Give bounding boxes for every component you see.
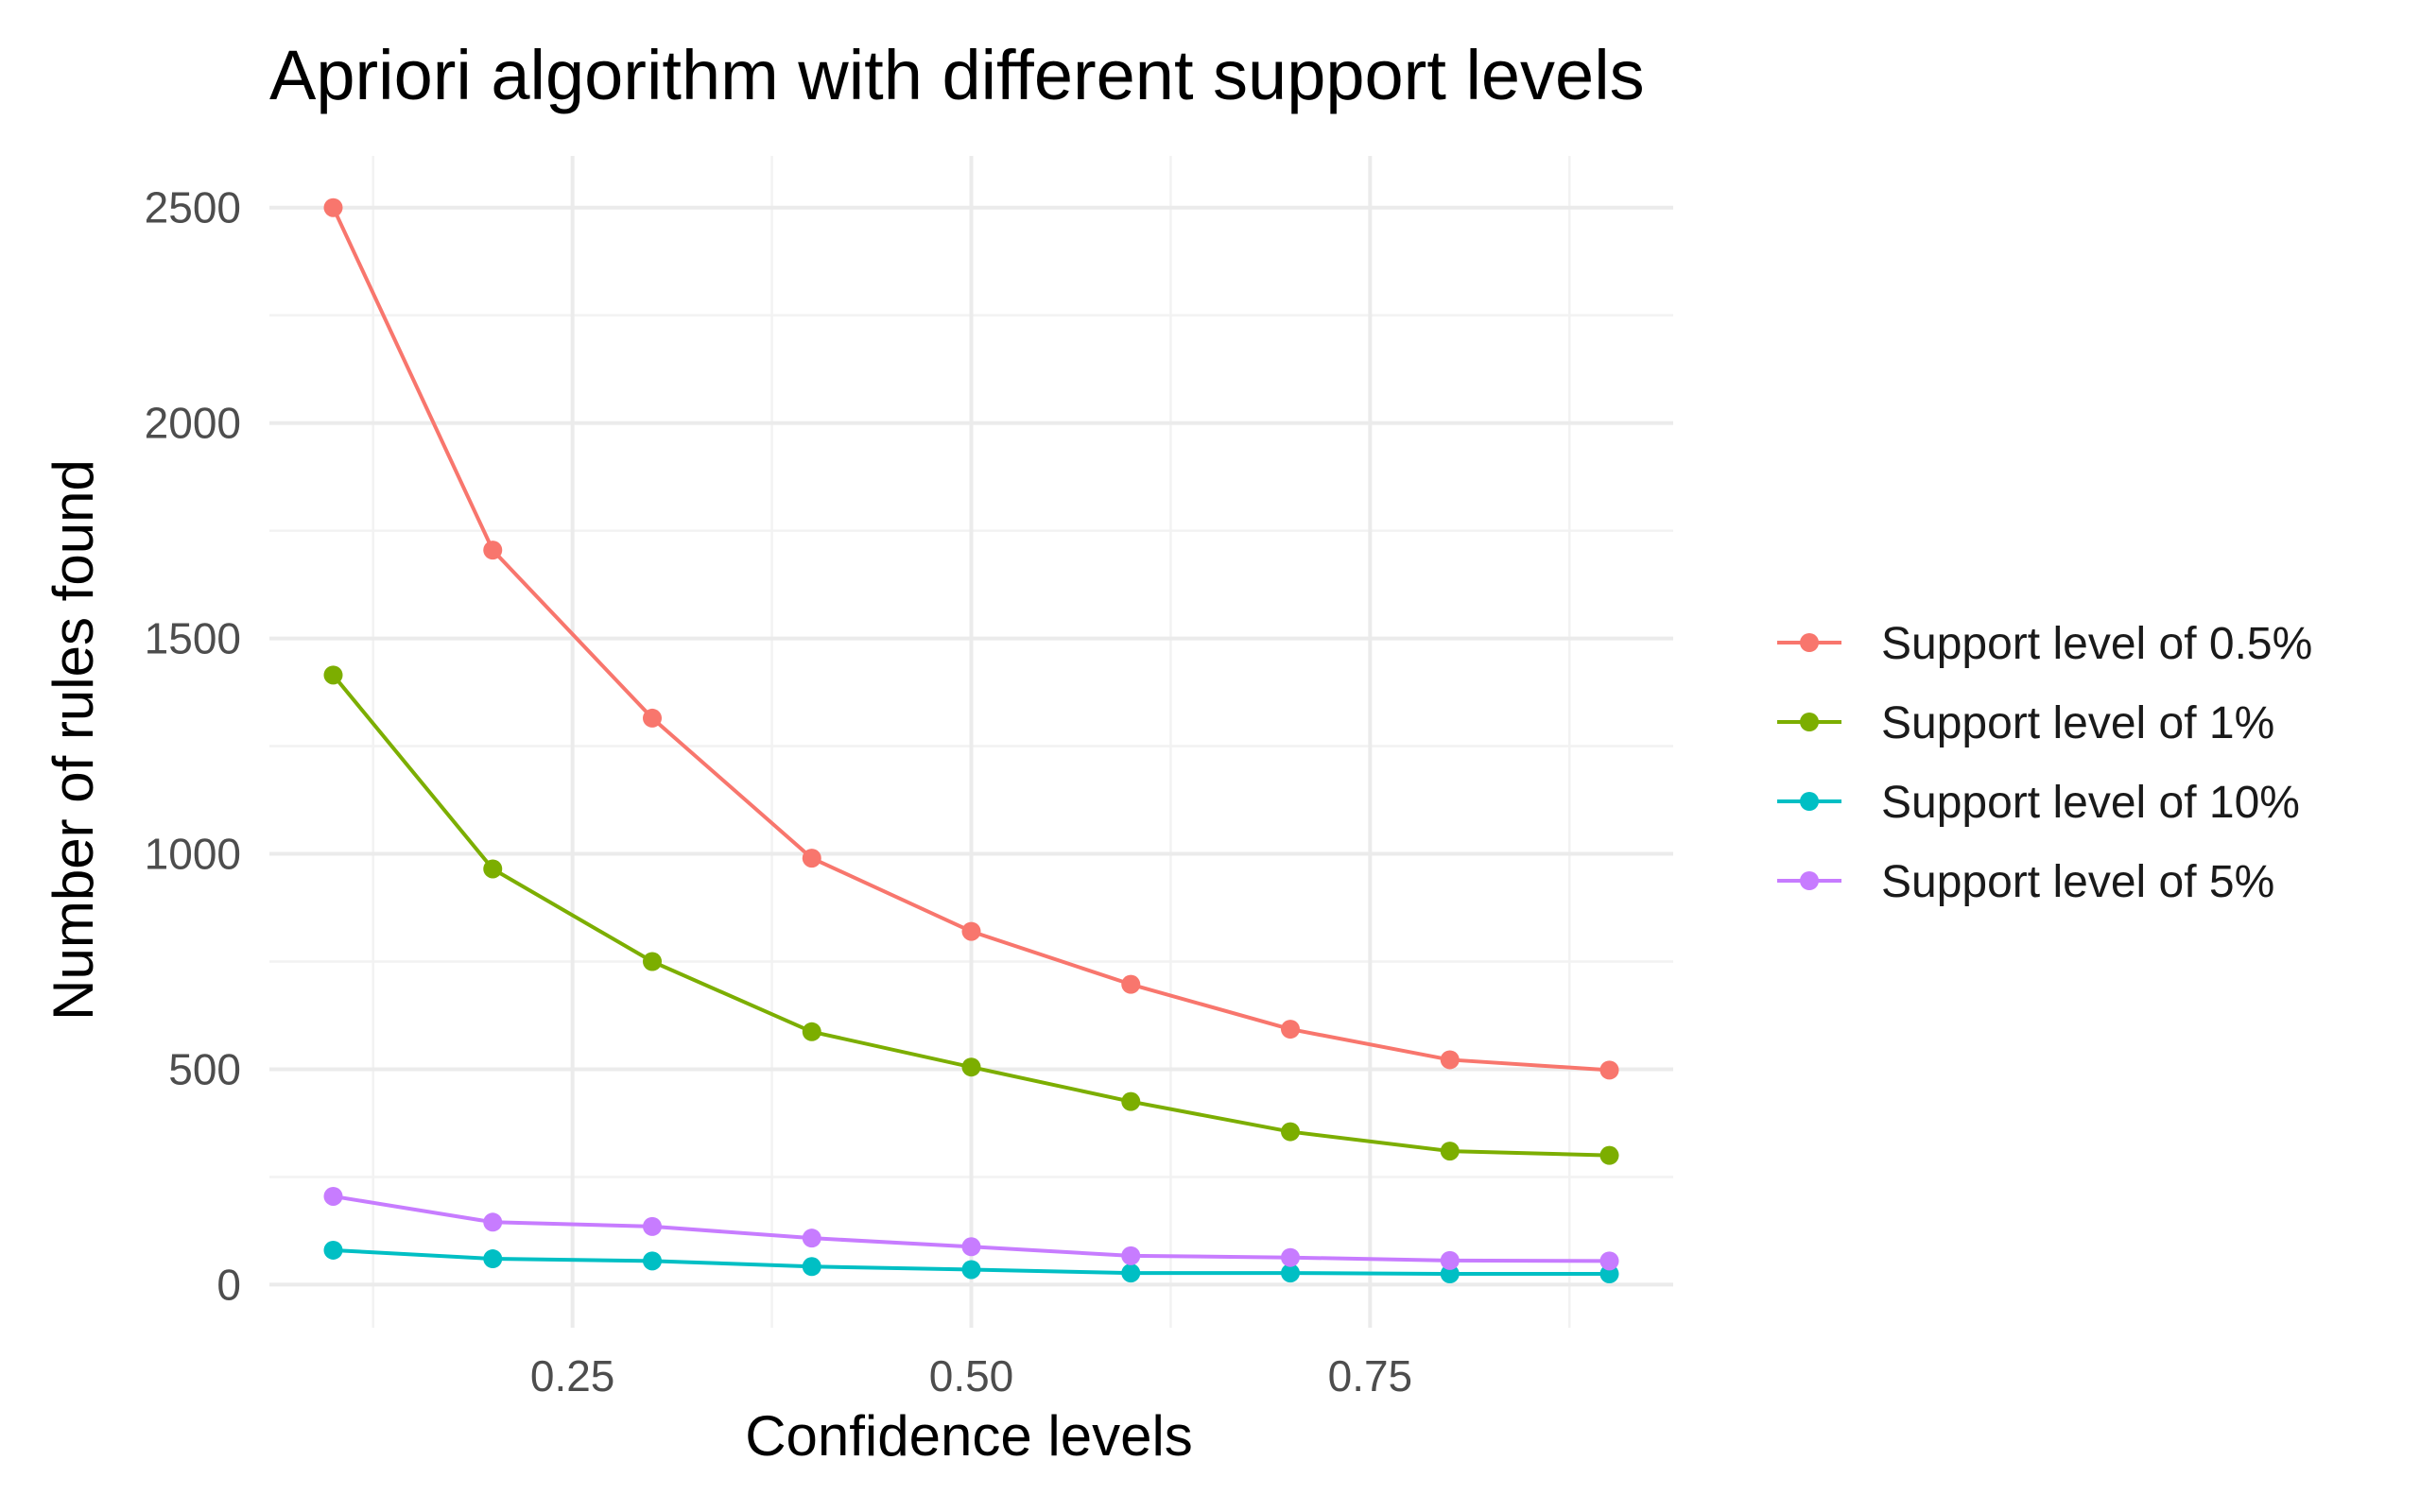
- data-point: [802, 1228, 821, 1248]
- data-point: [1121, 1091, 1141, 1111]
- legend-label: Support level of 1%: [1881, 698, 2274, 748]
- data-point: [643, 708, 662, 728]
- legend-item: Support level of 5%: [1777, 857, 2274, 907]
- data-point: [1281, 1247, 1300, 1267]
- series-lines: [323, 198, 1619, 1284]
- data-point: [483, 859, 503, 879]
- chart-title: Apriori algorithm with different support…: [269, 36, 1645, 114]
- data-point: [961, 1237, 981, 1257]
- legend-point-swatch: [1800, 871, 1819, 890]
- data-point: [323, 1240, 343, 1260]
- legend-point-swatch: [1800, 792, 1819, 811]
- data-point: [643, 1251, 662, 1271]
- y-tick-label: 1500: [145, 614, 241, 663]
- series-1: [323, 198, 1619, 1080]
- data-point: [1440, 1264, 1460, 1284]
- data-point: [1599, 1251, 1619, 1271]
- legend-item: Support level of 1%: [1777, 698, 2274, 748]
- data-point: [1121, 974, 1141, 994]
- x-tick-label: 0.75: [1328, 1351, 1413, 1400]
- legend-point-swatch: [1800, 713, 1819, 731]
- data-point: [1599, 1145, 1619, 1165]
- data-point: [1440, 1050, 1460, 1070]
- data-point: [483, 1212, 503, 1232]
- legend-label: Support level of 10%: [1881, 778, 2300, 828]
- x-tick-label: 0.50: [929, 1351, 1014, 1400]
- y-tick-label: 2000: [145, 399, 241, 448]
- grid: [269, 156, 1673, 1328]
- series-2: [323, 665, 1619, 1165]
- legend-point-swatch: [1800, 633, 1819, 652]
- data-point: [802, 849, 821, 868]
- x-axis-ticks: 0.25 0.50 0.75: [530, 1351, 1412, 1400]
- data-point: [961, 921, 981, 941]
- data-point: [961, 1057, 981, 1077]
- data-point: [643, 1216, 662, 1236]
- data-point: [643, 952, 662, 971]
- y-tick-label: 0: [216, 1260, 241, 1309]
- y-axis-ticks: 0 500 1000 1500 2000 2500: [145, 183, 241, 1310]
- data-point: [323, 1186, 343, 1206]
- x-axis-title: Confidence levels: [745, 1404, 1193, 1468]
- x-tick-label: 0.25: [530, 1351, 615, 1400]
- legend-item: Support level of 10%: [1777, 778, 2300, 828]
- y-tick-label: 2500: [145, 183, 241, 232]
- data-point: [1281, 1020, 1300, 1040]
- legend-item: Support level of 0.5%: [1777, 619, 2312, 669]
- data-point: [802, 1022, 821, 1041]
- data-point: [1121, 1246, 1141, 1265]
- data-point: [323, 665, 343, 685]
- data-point: [1281, 1122, 1300, 1142]
- y-axis-title: Number of rules found: [42, 459, 105, 1021]
- legend: Support level of 0.5% Support level of 1%…: [1777, 619, 2312, 907]
- data-point: [1440, 1142, 1460, 1161]
- legend-label: Support level of 5%: [1881, 857, 2274, 907]
- data-point: [483, 1249, 503, 1269]
- data-point: [802, 1257, 821, 1277]
- data-point: [483, 541, 503, 560]
- data-point: [1599, 1264, 1619, 1284]
- data-point: [961, 1260, 981, 1280]
- data-point: [1599, 1060, 1619, 1080]
- series-3: [323, 1240, 1619, 1284]
- data-point: [1440, 1250, 1460, 1270]
- data-point: [1281, 1263, 1300, 1283]
- y-tick-label: 500: [168, 1044, 241, 1093]
- data-point: [1121, 1263, 1141, 1283]
- series-4: [323, 1186, 1619, 1271]
- legend-label: Support level of 0.5%: [1881, 619, 2312, 669]
- y-tick-label: 1000: [145, 830, 241, 879]
- data-point: [323, 198, 343, 217]
